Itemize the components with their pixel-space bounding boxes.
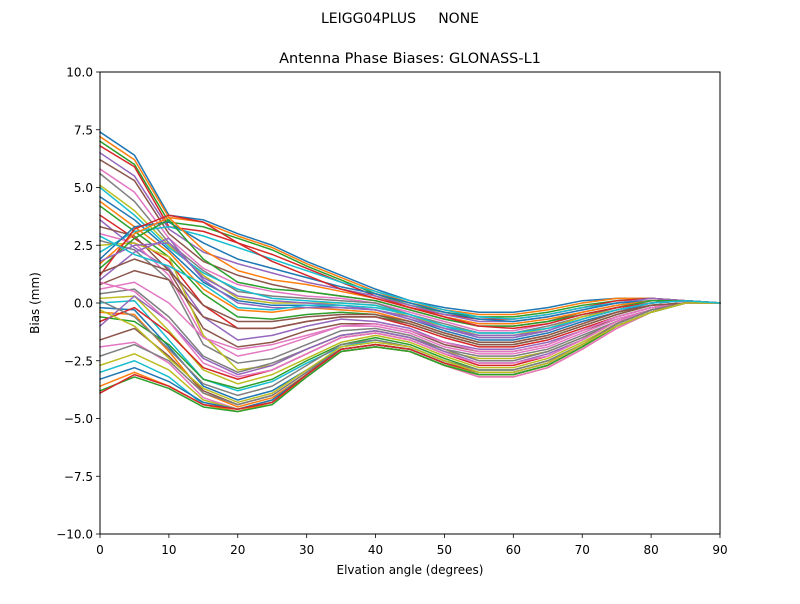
y-tick-label: 5.0 (74, 181, 93, 195)
y-tick-label: −2.5 (64, 354, 93, 368)
y-tick-label: −5.0 (64, 412, 93, 426)
x-tick-label: 80 (643, 543, 658, 557)
y-tick-label: 7.5 (74, 123, 93, 137)
x-tick-label: 0 (96, 543, 104, 557)
y-axis-label: Bias (mm) (28, 272, 42, 334)
y-tick-label: −7.5 (64, 470, 93, 484)
series-line-26 (99, 269, 721, 346)
series-line-46 (99, 258, 721, 344)
x-tick-label: 60 (506, 543, 521, 557)
x-tick-label: 70 (575, 543, 590, 557)
series-line-21 (98, 221, 721, 323)
x-axis: 0 10 20 30 40 50 60 70 80 90 (96, 534, 728, 557)
x-tick-label: 30 (299, 543, 314, 557)
series-line-49 (99, 302, 721, 404)
y-tick-label: −10.0 (56, 528, 93, 542)
series-line-50 (98, 234, 721, 334)
x-tick-label: 90 (712, 543, 727, 557)
figure-suptitle: LEIGG04PLUS NONE (321, 11, 479, 27)
x-tick-label: 10 (161, 543, 176, 557)
series-line-24 (98, 214, 721, 330)
x-tick-label: 50 (437, 543, 452, 557)
series-layer (98, 131, 721, 413)
y-axis: −10.0 −7.5 −5.0 −2.5 0.0 2.5 5.0 7.5 10.0 (56, 66, 100, 542)
x-tick-label: 40 (368, 543, 383, 557)
series-line-27 (99, 281, 721, 353)
y-tick-label: 2.5 (74, 239, 93, 253)
y-tick-label: 0.0 (74, 297, 93, 311)
x-axis-label: Elvation angle (degrees) (337, 563, 484, 577)
y-tick-label: 10.0 (66, 66, 93, 80)
series-line-47 (99, 281, 721, 378)
chart-title: Antenna Phase Biases: GLONASS-L1 (279, 51, 541, 67)
x-tick-label: 20 (230, 543, 245, 557)
